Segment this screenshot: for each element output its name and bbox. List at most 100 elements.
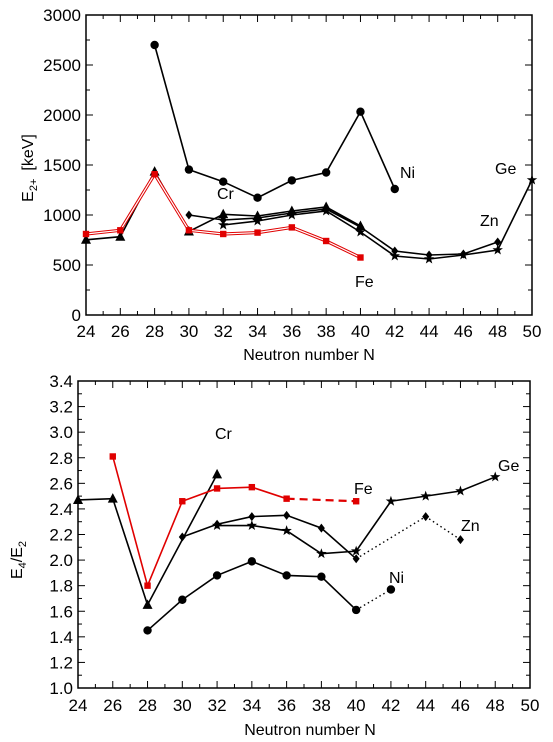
data-point-zn [317, 523, 325, 533]
data-point-zn [185, 210, 193, 220]
data-point-cr [218, 208, 229, 219]
data-point-ge [423, 253, 435, 264]
x-axis-label-top: Neutron number N [243, 347, 375, 364]
x-axis-label-bottom: Neutron number N [244, 722, 376, 739]
y-tick-label: 2.0 [49, 551, 73, 570]
data-point-fe [357, 254, 364, 261]
data-point-fe [213, 485, 221, 492]
data-point-fe [144, 582, 151, 589]
data-point-fe [254, 229, 261, 236]
series-extension-fe [286, 497, 357, 503]
x-tick-label: 38 [317, 322, 336, 341]
data-point-ge [350, 545, 362, 556]
data-point-cr [212, 468, 223, 479]
x-tick-label: 42 [385, 322, 404, 341]
y-axis-label-main: E [20, 191, 37, 202]
series-ni [143, 557, 396, 635]
y-tick-label: 1.0 [49, 679, 73, 698]
label-fe-bottom: Fe [354, 481, 373, 498]
x-tick-label: 46 [451, 696, 470, 715]
x-tick-label: 32 [208, 696, 227, 715]
y-tick-label: 0 [72, 306, 81, 325]
y-axis-label-sub4: 4 [17, 562, 29, 568]
data-point-cr [81, 234, 91, 244]
data-point-zn [248, 512, 256, 522]
data-point-ge [320, 205, 332, 216]
data-point-fe [352, 498, 360, 505]
svg-text:E4/E2: E4/E2 [9, 541, 29, 579]
label-ni-top: Ni [400, 165, 415, 182]
y-axis-label-e: E [9, 568, 26, 579]
data-point-ge [316, 548, 327, 559]
x-tick-label: 40 [351, 322, 370, 341]
y-tick-label: 500 [53, 256, 81, 275]
x-tick-label: 36 [282, 322, 301, 341]
series-line-ni [153, 44, 396, 199]
y-tick-label: 1000 [43, 206, 81, 225]
x-tick-label: 38 [312, 696, 331, 715]
data-point-fe [248, 483, 256, 491]
y-tick-label: 3.4 [49, 372, 73, 391]
label-cr-top: Cr [217, 186, 235, 203]
series-extension-ni [355, 588, 392, 611]
data-point-ni [219, 177, 228, 186]
x-tick-labels-bottom: 24 26 28 30 32 34 36 38 40 42 44 46 48 50 [69, 696, 540, 715]
label-cr-bottom: Cr [215, 426, 233, 443]
series-fe [82, 171, 364, 261]
x-tick-label: 26 [111, 322, 130, 341]
series-ge [211, 471, 501, 559]
data-point-fe [283, 495, 290, 502]
series-line-fe [111, 456, 287, 589]
y-tick-label: 1.2 [49, 653, 73, 672]
series-group-bottom [73, 453, 501, 635]
label-ge-top: Ge [495, 161, 516, 178]
data-point-fe [288, 224, 296, 231]
data-point-ni [282, 571, 291, 580]
x-tick-label: 34 [248, 322, 267, 341]
series-line-zn [188, 208, 498, 256]
y-tick-label: 3.0 [49, 423, 73, 442]
data-point-zn [494, 237, 502, 247]
data-point-ni [356, 107, 365, 116]
data-point-zn [422, 512, 430, 522]
chart-energy-e2: 24 26 28 30 32 34 36 38 40 42 44 46 48 50 0 500 1000 150… [20, 6, 541, 364]
data-point-zn [456, 535, 464, 545]
data-point-ge [355, 226, 366, 237]
y-tick-labels-bottom: 1.0 1.2 1.4 1.6 1.8 2.0 2.2 2.4 2.6 2.8 3.0 3.2 3.4 [49, 372, 73, 698]
y-tick-label: 1.8 [49, 577, 73, 596]
x-tick-label: 28 [138, 696, 157, 715]
data-point-ge [389, 250, 400, 261]
x-tick-label: 24 [69, 696, 88, 715]
label-zn-bottom: Zn [461, 518, 480, 535]
data-point-ni [390, 184, 399, 194]
y-axis-label-sub: 2+ [28, 179, 40, 192]
data-point-ge [420, 490, 431, 501]
y-tick-label: 2500 [43, 56, 81, 75]
data-point-ge [246, 520, 258, 530]
data-point-ni [150, 40, 159, 50]
series-zn [178, 510, 464, 564]
x-tick-label: 50 [521, 696, 540, 715]
plot-frame-top [85, 14, 533, 316]
x-tick-label: 50 [523, 322, 542, 341]
data-point-ge [286, 209, 298, 220]
x-tick-label: 40 [347, 696, 366, 715]
x-tick-label: 48 [488, 322, 507, 341]
tick-marks-bottom [77, 380, 531, 689]
label-zn-top: Zn [480, 213, 499, 230]
label-ni-bottom: Ni [389, 570, 404, 587]
x-tick-label: 24 [77, 322, 96, 341]
data-point-fe [151, 171, 158, 178]
data-point-zn [283, 510, 291, 520]
y-tick-label: 2000 [43, 106, 81, 125]
data-point-ge [281, 525, 292, 536]
x-tick-label: 32 [214, 322, 233, 341]
data-point-ni [253, 193, 262, 202]
y-tick-label: 2.8 [49, 449, 73, 468]
data-point-ni [247, 557, 257, 566]
data-point-ni [321, 168, 331, 177]
y-axis-label-unit: [keV] [20, 134, 37, 170]
x-tick-label: 36 [277, 696, 296, 715]
label-fe-top: Fe [355, 274, 374, 291]
data-point-fe [109, 453, 116, 460]
